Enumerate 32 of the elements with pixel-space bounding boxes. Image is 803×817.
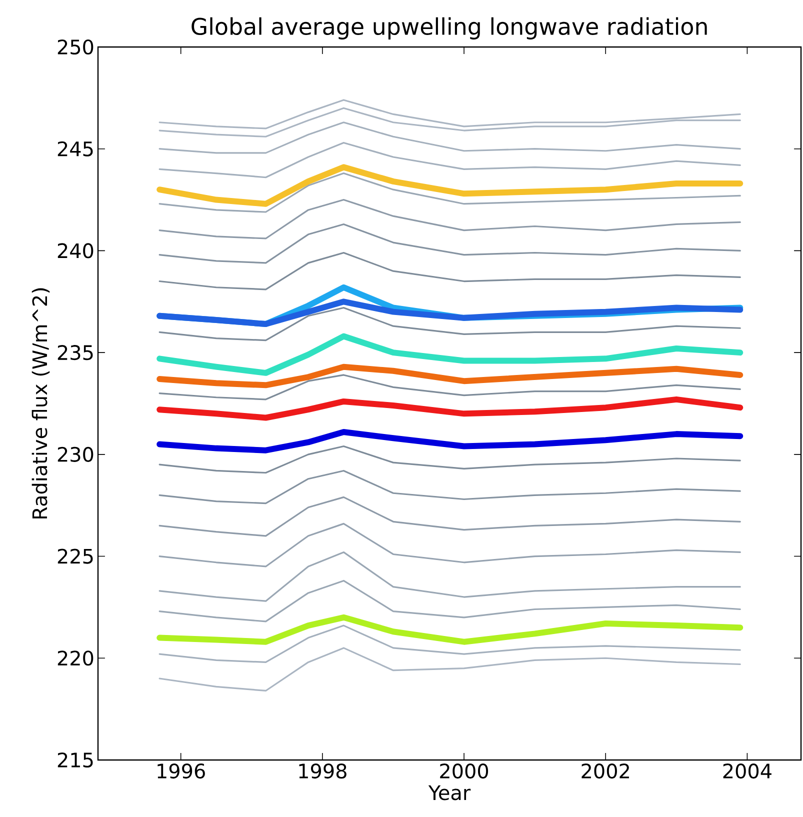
line-series bbox=[158, 522, 741, 568]
line-series bbox=[158, 142, 741, 178]
line-series bbox=[158, 624, 741, 664]
y-tick-label: 225 bbox=[58, 548, 93, 564]
line-series bbox=[158, 647, 741, 692]
line-series bbox=[158, 252, 741, 290]
line-series bbox=[158, 374, 741, 400]
y-tick-label: 240 bbox=[58, 243, 94, 258]
y-tick-label: 245 bbox=[58, 141, 93, 156]
x-tick-label: 2004 bbox=[723, 764, 772, 779]
line-series bbox=[158, 223, 741, 264]
y-tick-label: 215 bbox=[58, 752, 93, 768]
x-tick-label: 2000 bbox=[440, 764, 488, 779]
x-tick-label: 2002 bbox=[582, 764, 629, 779]
line-series bbox=[158, 470, 741, 504]
line-series bbox=[158, 551, 741, 602]
x-tick-label: 1996 bbox=[158, 764, 205, 779]
line-series bbox=[158, 496, 741, 537]
x-tick-label: 1998 bbox=[299, 764, 346, 779]
line-series bbox=[158, 122, 741, 154]
chart-title: Global average upwelling longwave radiation bbox=[192, 17, 707, 40]
y-tick-label: 220 bbox=[58, 650, 94, 666]
line-series bbox=[158, 198, 741, 240]
y-tick-label: 235 bbox=[58, 345, 93, 360]
y-tick-label: 230 bbox=[58, 446, 94, 462]
y-tick-label: 250 bbox=[58, 39, 94, 55]
line-series bbox=[158, 580, 741, 622]
line-series bbox=[158, 306, 741, 342]
line-series bbox=[158, 445, 741, 474]
line-series bbox=[158, 172, 741, 213]
x-axis-title: Year bbox=[428, 785, 471, 800]
y-axis-title: Radiative flux (W/m^2) bbox=[32, 288, 50, 518]
